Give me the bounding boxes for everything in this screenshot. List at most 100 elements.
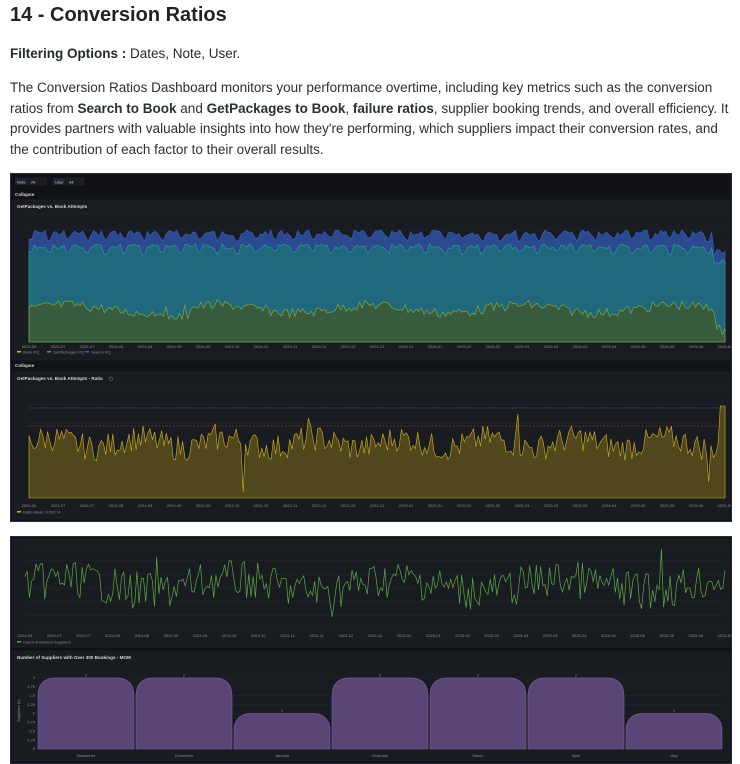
legend-search-rq[interactable]: Search RQ <box>91 350 111 355</box>
x-tick-label: 2024-08 <box>138 344 153 349</box>
variable-note-value: All <box>31 180 36 185</box>
x-tick-label: 2025-06 <box>718 344 731 349</box>
y-tick-label: 0.5 <box>29 728 35 733</box>
variable-user-label: User <box>55 180 64 185</box>
y-tick-label: 1.5 <box>29 693 35 698</box>
x-tick-label: 2024-07 <box>51 503 66 508</box>
x-tick-label: 2024-10 <box>251 633 266 638</box>
panel1-legend: Book RQ GetPackages RQ Search RQ <box>17 350 111 355</box>
legend-getpackages-rq[interactable]: GetPackages RQ <box>53 350 84 355</box>
x-tick-label: 2024-08 <box>109 503 124 508</box>
row-collapse-1[interactable]: Collapse <box>15 192 35 197</box>
series-book-rq <box>28 299 726 343</box>
x-tick-label: 2024-09 <box>196 503 211 508</box>
x-tick-label: 2024-12 <box>341 503 356 508</box>
desc-text-4: , supplier booking trends, and overall e… <box>10 100 729 157</box>
panel4-title: Number of Suppliers with Over 300 Bookin… <box>17 655 131 660</box>
x-category-label: February <box>372 753 388 758</box>
x-tick-label: 2024-09 <box>163 633 178 638</box>
x-tick-label: 2024-08 <box>134 633 149 638</box>
row-collapse-2[interactable]: Collapse <box>15 363 35 368</box>
x-category-label: March <box>472 753 483 758</box>
x-tick-label: 2024-11 <box>312 503 327 508</box>
x-tick-label: 2025-03 <box>543 633 558 638</box>
legend-swatch-getpackages <box>47 351 51 353</box>
x-tick-label: 2025-05 <box>630 633 645 638</box>
bar-value-label: 1 <box>673 708 676 713</box>
y-tick-label: 1 <box>33 711 36 716</box>
variable-note-label: Note <box>17 180 26 185</box>
bar-november <box>37 677 135 750</box>
variable-user-value: All <box>69 180 74 185</box>
panel1-x-ticks: 2024-06 2024-07 2024-07 2024-08 2024-08 2024-… <box>22 344 731 349</box>
x-tick-label: 2025-05 <box>660 503 675 508</box>
x-tick-label: 2025-02 <box>484 633 499 638</box>
x-tick-label: 2025-03 <box>515 344 530 349</box>
x-tick-label: 2024-07 <box>47 633 62 638</box>
x-category-label: November <box>77 753 96 758</box>
panel2-title: GetPackages vs. Book Attempts - Ratio <box>17 376 103 381</box>
bar-may <box>625 713 723 750</box>
x-tick-label: 2024-09 <box>193 633 208 638</box>
x-tick-label: 2025-01 <box>397 633 412 638</box>
y-tick-label: 1.25 <box>27 702 36 707</box>
x-tick-label: 2025-02 <box>486 344 501 349</box>
bar-value-label: 2 <box>575 672 578 677</box>
x-tick-label: 2024-12 <box>341 344 356 349</box>
desc-bold-search-to-book: Search to Book <box>77 100 177 116</box>
x-tick-label: 2024-09 <box>196 344 211 349</box>
bar-april <box>527 677 625 750</box>
x-tick-label: 2025-05 <box>631 344 646 349</box>
x-tick-label: 2025-06 <box>689 344 704 349</box>
x-tick-label: 2025-01 <box>399 503 414 508</box>
bar-value-label: 2 <box>85 672 88 677</box>
x-tick-label: 2025-06 <box>688 633 703 638</box>
y-tick-label: 0 <box>33 746 36 751</box>
desc-bold-failure-ratios: failure ratios <box>352 100 434 116</box>
legend-ratio[interactable]: Ratio Mean: 0.000 % <box>23 510 61 515</box>
x-category-label: December <box>175 753 194 758</box>
x-tick-label: 2025-01 <box>428 503 443 508</box>
x-tick-label: 2024-12 <box>368 633 383 638</box>
variable-picker-note[interactable]: Note All <box>15 177 47 186</box>
bar-december <box>135 677 233 750</box>
x-tick-label: 2025-05 <box>631 503 646 508</box>
x-tick-label: 2025-01 <box>428 344 443 349</box>
dashboard-top-svg: Note All User All Collapse GetPackages v… <box>12 177 731 520</box>
legend-count-booked-suppliers[interactable]: Count of Booked Suppliers <box>23 640 71 645</box>
x-tick-label: 2024-06 <box>22 503 37 508</box>
x-tick-label: 2024-07 <box>76 633 91 638</box>
x-tick-label: 2024-08 <box>105 633 120 638</box>
description-paragraph: The Conversion Ratios Dashboard monitors… <box>10 78 730 160</box>
x-tick-label: 2024-11 <box>280 633 295 638</box>
x-tick-label: 2025-03 <box>515 503 530 508</box>
panel4-bars: 0 0.25 0.5 0.75 1 1.25 1.5 1.75 2 2 November 2 Decem… <box>27 672 723 758</box>
bar-value-label: 2 <box>379 672 382 677</box>
y-tick-label: 2 <box>33 675 36 680</box>
filtering-options: Filtering Options : Dates, Note, User. <box>10 46 240 61</box>
panel3-grid <box>25 546 725 630</box>
x-tick-label: 2025-06 <box>689 503 704 508</box>
x-tick-label: 2025-06 <box>718 503 731 508</box>
info-icon[interactable] <box>108 376 113 381</box>
x-tick-label: 2024-11 <box>283 503 298 508</box>
x-tick-label: 2025-04 <box>602 503 617 508</box>
x-tick-label: 2025-02 <box>457 503 472 508</box>
x-tick-label: 2025-02 <box>455 633 470 638</box>
bar-value-label: 2 <box>477 672 480 677</box>
x-tick-label: 2024-12 <box>370 503 385 508</box>
legend-swatch-book <box>17 351 21 353</box>
variable-picker-user[interactable]: User All <box>53 177 85 186</box>
x-tick-label: 2024-11 <box>312 344 327 349</box>
x-tick-label: 2025-04 <box>601 633 616 638</box>
panel1-title: GetPackages vs. Book Attempts <box>17 204 88 209</box>
dashboard-screenshot-bottom: 2024-06 2024-07 2024-07 2024-08 2024-08 2024-… <box>10 536 732 764</box>
panel3-x-ticks: 2024-06 2024-07 2024-07 2024-08 2024-08 2024-… <box>18 633 731 638</box>
x-tick-label: 2024-12 <box>370 344 385 349</box>
legend-book-rq[interactable]: Book RQ <box>23 350 39 355</box>
x-tick-label: 2025-01 <box>426 633 441 638</box>
x-tick-label: 2024-08 <box>138 503 153 508</box>
x-tick-label: 2024-12 <box>338 633 353 638</box>
desc-text-3: , <box>345 100 353 116</box>
x-tick-label: 2024-09 <box>167 503 182 508</box>
